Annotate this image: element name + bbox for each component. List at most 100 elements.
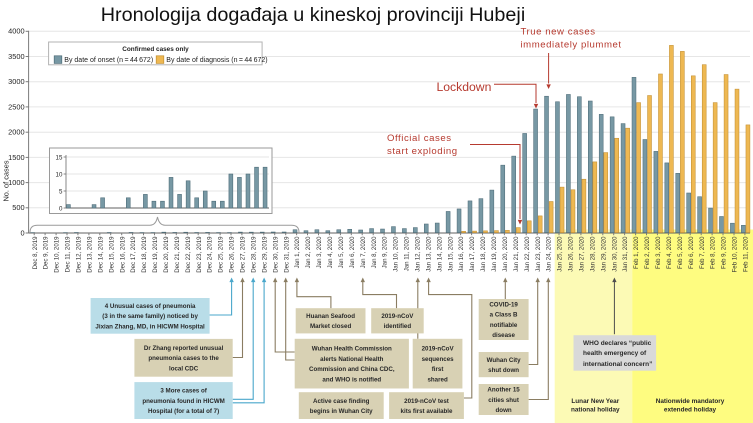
svg-text:a Class B: a Class B <box>490 312 518 319</box>
svg-text:3000: 3000 <box>8 77 24 86</box>
svg-text:Dec 29, 2019: Dec 29, 2019 <box>261 236 268 273</box>
svg-text:Jan 15, 2020: Jan 15, 2020 <box>447 236 454 272</box>
svg-text:Dec 15, 2019: Dec 15, 2019 <box>108 236 115 273</box>
svg-text:2019-nCoV test: 2019-nCoV test <box>404 398 449 405</box>
svg-text:Jan 20, 2020: Jan 20, 2020 <box>502 236 509 272</box>
svg-text:1000: 1000 <box>8 178 24 187</box>
svg-text:Jan 9, 2020: Jan 9, 2020 <box>382 236 389 268</box>
svg-text:No. of cases: No. of cases <box>2 160 11 201</box>
svg-text:Jan 27, 2020: Jan 27, 2020 <box>579 236 586 272</box>
svg-text:Jan 12, 2020: Jan 12, 2020 <box>415 236 422 272</box>
svg-text:down: down <box>496 407 512 414</box>
svg-text:Dec 13, 2019: Dec 13, 2019 <box>87 236 94 273</box>
svg-text:Jan 3, 2020: Jan 3, 2020 <box>316 236 323 268</box>
svg-text:identified: identified <box>384 323 412 330</box>
svg-text:15: 15 <box>56 154 63 161</box>
svg-text:5: 5 <box>59 188 63 195</box>
svg-text:first: first <box>432 366 444 373</box>
svg-text:True new cases: True new cases <box>521 27 596 38</box>
svg-text:pneumonia found in HICWM: pneumonia found in HICWM <box>142 398 225 405</box>
svg-text:Feb 6, 2020: Feb 6, 2020 <box>688 236 695 269</box>
svg-text:Jan 5, 2020: Jan 5, 2020 <box>338 236 345 268</box>
svg-text:Dec 14, 2019: Dec 14, 2019 <box>97 236 104 273</box>
svg-text:Active case finding: Active case finding <box>313 398 370 405</box>
svg-text:national holiday: national holiday <box>571 407 620 414</box>
svg-text:extended holiday: extended holiday <box>664 407 717 414</box>
svg-text:Dec 25, 2019: Dec 25, 2019 <box>218 236 225 273</box>
svg-text:Dec 16, 2019: Dec 16, 2019 <box>119 236 126 273</box>
svg-text:Dec 19, 2019: Dec 19, 2019 <box>152 236 159 273</box>
svg-text:Dec 22, 2019: Dec 22, 2019 <box>185 236 192 273</box>
svg-text:health emergency of: health emergency of <box>583 350 647 357</box>
svg-text:Jan 28, 2020: Jan 28, 2020 <box>589 236 596 272</box>
svg-text:10: 10 <box>56 171 63 178</box>
svg-text:Nationwide mandatory: Nationwide mandatory <box>656 398 725 405</box>
svg-text:and WHO is notified: and WHO is notified <box>322 376 381 383</box>
svg-text:Jan 29, 2020: Jan 29, 2020 <box>600 236 607 272</box>
svg-text:(3 in the same family) noticed: (3 in the same family) noticed by <box>102 313 198 320</box>
svg-text:Dec 9, 2019: Dec 9, 2019 <box>43 236 50 269</box>
svg-text:Dr Zhang reported unusual: Dr Zhang reported unusual <box>144 345 224 352</box>
svg-text:cities shut: cities shut <box>488 397 519 404</box>
svg-text:begins in Wuhan City: begins in Wuhan City <box>310 408 373 415</box>
svg-text:Feb 8, 2020: Feb 8, 2020 <box>710 236 717 269</box>
svg-text:alerts National Health: alerts National Health <box>320 356 383 363</box>
svg-text:Jan 31, 2020: Jan 31, 2020 <box>622 236 629 272</box>
svg-text:Dec 20, 2019: Dec 20, 2019 <box>163 236 170 273</box>
svg-text:Feb 9, 2020: Feb 9, 2020 <box>721 236 728 269</box>
svg-text:4000: 4000 <box>8 27 24 36</box>
svg-text:COVID-19: COVID-19 <box>489 302 518 309</box>
svg-text:1500: 1500 <box>8 153 24 162</box>
svg-text:Feb 2, 2020: Feb 2, 2020 <box>644 236 651 269</box>
svg-text:Huanan Seafood: Huanan Seafood <box>306 313 355 320</box>
svg-text:shared: shared <box>427 376 448 383</box>
svg-text:shut down: shut down <box>488 367 519 374</box>
svg-text:Jan 4, 2020: Jan 4, 2020 <box>327 236 334 268</box>
svg-text:start exploding: start exploding <box>387 146 458 157</box>
svg-text:Jixian Zhang, MD, in HICWM Hos: Jixian Zhang, MD, in HICWM Hospital <box>95 323 205 330</box>
svg-text:0: 0 <box>59 205 63 212</box>
svg-text:Dec 31, 2019: Dec 31, 2019 <box>283 236 290 273</box>
svg-text:Jan 7, 2020: Jan 7, 2020 <box>360 236 367 268</box>
svg-text:Feb 3, 2020: Feb 3, 2020 <box>655 236 662 269</box>
svg-text:Feb 11, 2020: Feb 11, 2020 <box>743 236 750 272</box>
svg-text:Jan 25, 2020: Jan 25, 2020 <box>557 236 564 272</box>
svg-text:By date of diagnosis (n = 44 6: By date of diagnosis (n = 44 672) <box>166 57 267 64</box>
svg-text:Market closed: Market closed <box>310 323 351 330</box>
svg-text:Hospital (for a total of 7): Hospital (for a total of 7) <box>148 408 219 415</box>
svg-text:sequences: sequences <box>422 356 455 363</box>
svg-text:international concern”: international concern” <box>583 361 652 368</box>
svg-text:WHO declares “public: WHO declares “public <box>583 340 652 347</box>
svg-text:Feb 1, 2020: Feb 1, 2020 <box>633 236 640 269</box>
svg-text:disease: disease <box>492 332 515 339</box>
svg-text:Jan 1, 2020: Jan 1, 2020 <box>294 236 301 268</box>
svg-text:kits first available: kits first available <box>401 408 453 415</box>
svg-text:Jan 22, 2020: Jan 22, 2020 <box>524 236 531 272</box>
svg-text:pneumonia cases to the: pneumonia cases to the <box>148 355 219 362</box>
svg-text:Official cases: Official cases <box>387 133 452 144</box>
svg-text:Jan 14, 2020: Jan 14, 2020 <box>436 236 443 272</box>
svg-text:Dec 30, 2019: Dec 30, 2019 <box>272 236 279 273</box>
svg-text:500: 500 <box>12 203 24 212</box>
svg-text:3 More cases of: 3 More cases of <box>160 388 207 395</box>
svg-text:Jan 13, 2020: Jan 13, 2020 <box>425 236 432 272</box>
svg-text:Jan 21, 2020: Jan 21, 2020 <box>513 236 520 272</box>
svg-text:local CDC: local CDC <box>169 365 199 372</box>
svg-text:Jan 2, 2020: Jan 2, 2020 <box>305 236 312 268</box>
svg-text:0: 0 <box>20 228 24 237</box>
svg-text:4 Unusual cases of pneumonia: 4 Unusual cases of pneumonia <box>105 303 196 310</box>
svg-text:Dec 27, 2019: Dec 27, 2019 <box>240 236 247 273</box>
svg-text:Jan 10, 2020: Jan 10, 2020 <box>393 236 400 272</box>
svg-text:Jan 6, 2020: Jan 6, 2020 <box>349 236 356 268</box>
svg-text:By date of onset (n = 44 672): By date of onset (n = 44 672) <box>64 57 153 64</box>
svg-text:Dec 18, 2019: Dec 18, 2019 <box>141 236 148 273</box>
svg-text:Dec 26, 2019: Dec 26, 2019 <box>229 236 236 273</box>
svg-text:Jan 17, 2020: Jan 17, 2020 <box>469 236 476 272</box>
svg-text:Lunar New Year: Lunar New Year <box>571 398 619 405</box>
svg-text:Feb 7, 2020: Feb 7, 2020 <box>699 236 706 269</box>
svg-text:2000: 2000 <box>8 128 24 137</box>
svg-text:Dec 24, 2019: Dec 24, 2019 <box>207 236 214 273</box>
svg-text:Dec 8, 2019: Dec 8, 2019 <box>32 236 39 269</box>
svg-text:immediately plummet: immediately plummet <box>521 40 622 51</box>
svg-text:Dec 11, 2019: Dec 11, 2019 <box>65 236 72 272</box>
